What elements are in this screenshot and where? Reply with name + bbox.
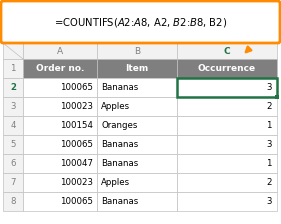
Bar <box>97 59 177 78</box>
Bar <box>177 78 277 97</box>
Bar <box>177 116 277 135</box>
Bar <box>23 59 97 78</box>
Bar <box>177 59 277 78</box>
Text: 100047: 100047 <box>60 159 93 168</box>
Text: 6: 6 <box>10 159 16 168</box>
Bar <box>3 135 23 154</box>
Text: 7: 7 <box>10 178 16 187</box>
Text: 1: 1 <box>266 121 272 130</box>
Text: Bananas: Bananas <box>101 197 138 206</box>
Text: Order no.: Order no. <box>36 64 84 73</box>
Bar <box>177 154 277 173</box>
Text: A: A <box>57 47 63 56</box>
Text: Bananas: Bananas <box>101 83 138 92</box>
Text: 3: 3 <box>266 83 272 92</box>
Bar <box>23 116 97 135</box>
Text: 1: 1 <box>266 159 272 168</box>
Bar <box>23 43 97 59</box>
Bar <box>275 95 279 99</box>
Text: 3: 3 <box>10 102 16 111</box>
Bar <box>97 97 177 116</box>
Bar <box>97 135 177 154</box>
Text: 100065: 100065 <box>60 197 93 206</box>
Text: 100065: 100065 <box>60 83 93 92</box>
Text: =COUNTIFS($A$2:$A$8, A2, $B$2:$B$8, B2): =COUNTIFS($A$2:$A$8, A2, $B$2:$B$8, B2) <box>54 15 227 28</box>
Text: Item: Item <box>125 64 149 73</box>
Bar <box>23 135 97 154</box>
Text: B: B <box>134 47 140 56</box>
Bar <box>97 78 177 97</box>
Text: C: C <box>224 47 230 56</box>
Text: Bananas: Bananas <box>101 140 138 149</box>
Text: 2: 2 <box>266 102 272 111</box>
Bar <box>3 116 23 135</box>
Bar <box>3 192 23 211</box>
FancyBboxPatch shape <box>1 1 280 43</box>
Bar <box>23 97 97 116</box>
Bar <box>97 116 177 135</box>
Bar <box>97 154 177 173</box>
Text: 2: 2 <box>266 178 272 187</box>
Text: 100023: 100023 <box>60 102 93 111</box>
Text: Oranges: Oranges <box>101 121 137 130</box>
Text: Bananas: Bananas <box>101 159 138 168</box>
Bar <box>3 97 23 116</box>
Text: 8: 8 <box>10 197 16 206</box>
Bar <box>177 135 277 154</box>
Text: 100065: 100065 <box>60 140 93 149</box>
Text: Occurrence: Occurrence <box>198 64 256 73</box>
Bar <box>3 59 23 78</box>
Bar <box>23 192 97 211</box>
Text: 1: 1 <box>10 64 16 73</box>
Bar <box>3 154 23 173</box>
Text: 2: 2 <box>10 83 16 92</box>
Text: 3: 3 <box>266 140 272 149</box>
Bar <box>97 173 177 192</box>
Bar <box>3 43 23 59</box>
Bar <box>3 173 23 192</box>
Text: 4: 4 <box>10 121 16 130</box>
Bar <box>3 78 23 97</box>
Bar <box>177 192 277 211</box>
Text: Apples: Apples <box>101 102 130 111</box>
Bar <box>97 192 177 211</box>
Bar <box>97 43 177 59</box>
Bar <box>23 173 97 192</box>
Bar <box>23 78 97 97</box>
Text: 5: 5 <box>10 140 16 149</box>
Text: 100154: 100154 <box>60 121 93 130</box>
Bar <box>23 154 97 173</box>
Text: Apples: Apples <box>101 178 130 187</box>
Text: 100023: 100023 <box>60 178 93 187</box>
Text: 3: 3 <box>266 197 272 206</box>
Bar <box>177 43 277 59</box>
Bar <box>177 173 277 192</box>
Bar <box>177 97 277 116</box>
